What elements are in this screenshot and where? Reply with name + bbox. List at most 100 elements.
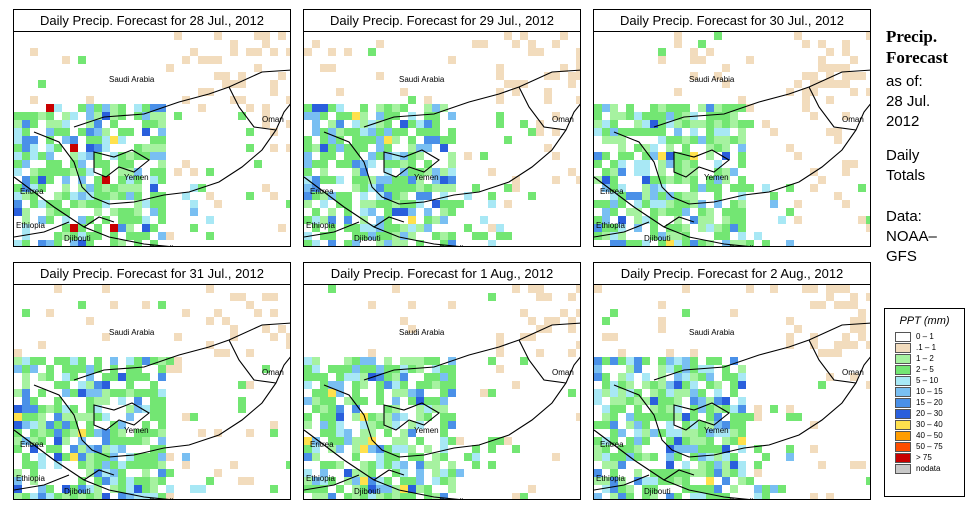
precip-cell [384,240,392,246]
precip-cell [642,413,650,421]
precip-cell [86,120,94,128]
precip-cell [674,493,682,499]
precip-cell [352,381,360,389]
precip-cell [754,485,762,493]
precip-cell [400,160,408,168]
precip-cell [54,445,62,453]
precip-cell [786,413,794,421]
precip-cell [424,160,432,168]
precip-cell [850,293,858,301]
precip-cell [286,120,290,128]
precip-cell [102,184,110,192]
precip-cell [666,200,674,208]
precip-cell [594,152,602,160]
precip-cell [142,144,150,152]
precip-cell [30,192,38,200]
precip-cell [536,349,544,357]
precip-cell [384,461,392,469]
precip-cell [504,80,512,88]
precip-cell [440,176,448,184]
precip-cell [328,429,336,437]
precip-cell [320,232,328,240]
precip-cell [94,128,102,136]
precip-cell [206,192,214,200]
precip-cell [352,445,360,453]
precip-cell [336,381,344,389]
precip-cell [690,421,698,429]
precip-cell [166,493,174,499]
precip-cell [842,80,850,88]
precip-cell [328,232,336,240]
precip-cell [384,493,392,499]
precip-cell [650,112,658,120]
precip-cell [440,405,448,413]
precip-cell [658,200,666,208]
precip-cell [352,477,360,485]
heading-line-2: Forecast [886,48,948,67]
precip-cell [400,104,408,112]
precip-cell [658,184,666,192]
precip-cell [312,389,320,397]
precip-cell [706,208,714,216]
precip-cell [706,144,714,152]
precip-cell [14,477,22,485]
precip-cell [150,357,158,365]
precip-cell [94,232,102,240]
precip-cell [642,144,650,152]
precip-cell [730,413,738,421]
precip-cell [134,144,142,152]
precip-cell [344,224,352,232]
precip-cell [786,405,794,413]
precip-cell [674,88,682,96]
precip-cell [786,317,794,325]
precip-cell [384,429,392,437]
precip-cell [304,469,312,477]
precip-cell [142,301,150,309]
precip-cell [126,184,134,192]
precip-cell [270,293,278,301]
precip-cell [842,285,850,293]
precip-cell [642,200,650,208]
precip-cell [690,56,698,64]
precip-cell [594,437,602,445]
precip-cell [674,413,682,421]
precip-cell [344,373,352,381]
precip-cell [46,309,54,317]
precip-cell [722,144,730,152]
precip-cell [866,477,870,485]
precip-cell [278,32,286,40]
precip-cell [62,357,70,365]
precip-cell [682,413,690,421]
precip-cell [560,64,568,72]
precip-cell [134,405,142,413]
forecast-panel-6: Daily Precip. Forecast for 2 Aug., 2012 … [593,262,871,500]
precip-cell [610,485,618,493]
precip-cell [38,152,46,160]
precip-cell [786,184,794,192]
precip-cell [400,168,408,176]
precip-cell [408,397,416,405]
precip-cell [448,208,456,216]
precip-cell [448,413,456,421]
precip-cell [642,437,650,445]
precip-cell [102,333,110,341]
precip-cell [118,477,126,485]
precip-cell [610,208,618,216]
boundary-line [228,86,277,131]
precip-cells [304,285,580,499]
precip-cell [110,445,118,453]
precip-cell [94,429,102,437]
precip-cell [610,357,618,365]
precip-cell [14,437,22,445]
precip-cell [730,453,738,461]
precip-cell [46,445,54,453]
precip-cell [22,357,30,365]
precip-cell [352,357,360,365]
precip-cell [544,317,552,325]
precip-cell [94,397,102,405]
precip-cell [54,240,62,246]
precip-cell [14,413,22,421]
precip-cell [14,160,22,168]
precip-cell [214,32,222,40]
precip-cell [360,136,368,144]
